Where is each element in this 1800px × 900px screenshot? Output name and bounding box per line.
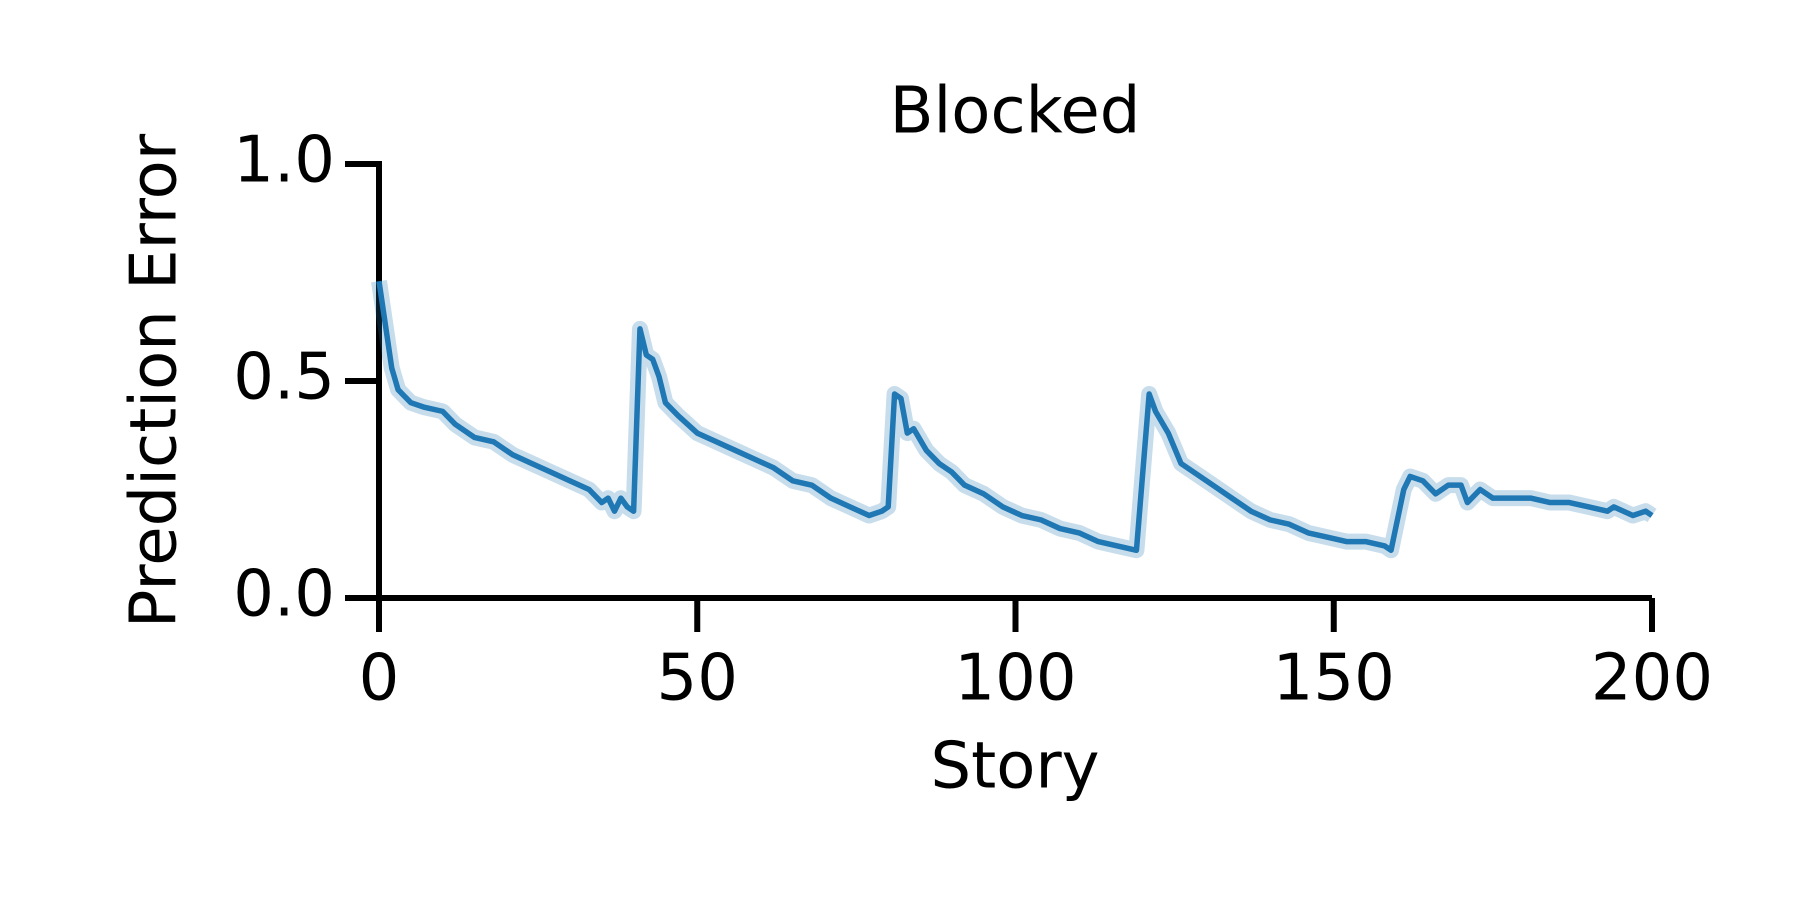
- y-tick-label: 1.0: [233, 124, 335, 198]
- x-tick-label: 0: [359, 642, 400, 716]
- x-axis-label: Story: [930, 730, 1099, 804]
- x-tick-label: 150: [1273, 642, 1395, 716]
- x-tick-label: 50: [657, 642, 738, 716]
- y-axis-label: Prediction Error: [118, 133, 192, 628]
- chart-title: Blocked: [890, 75, 1141, 149]
- x-tick-label: 200: [1591, 642, 1713, 716]
- x-tick-label: 100: [954, 642, 1076, 716]
- y-tick-label: 0.0: [233, 558, 335, 632]
- y-tick-label: 0.5: [233, 341, 335, 415]
- line: [376, 280, 1654, 554]
